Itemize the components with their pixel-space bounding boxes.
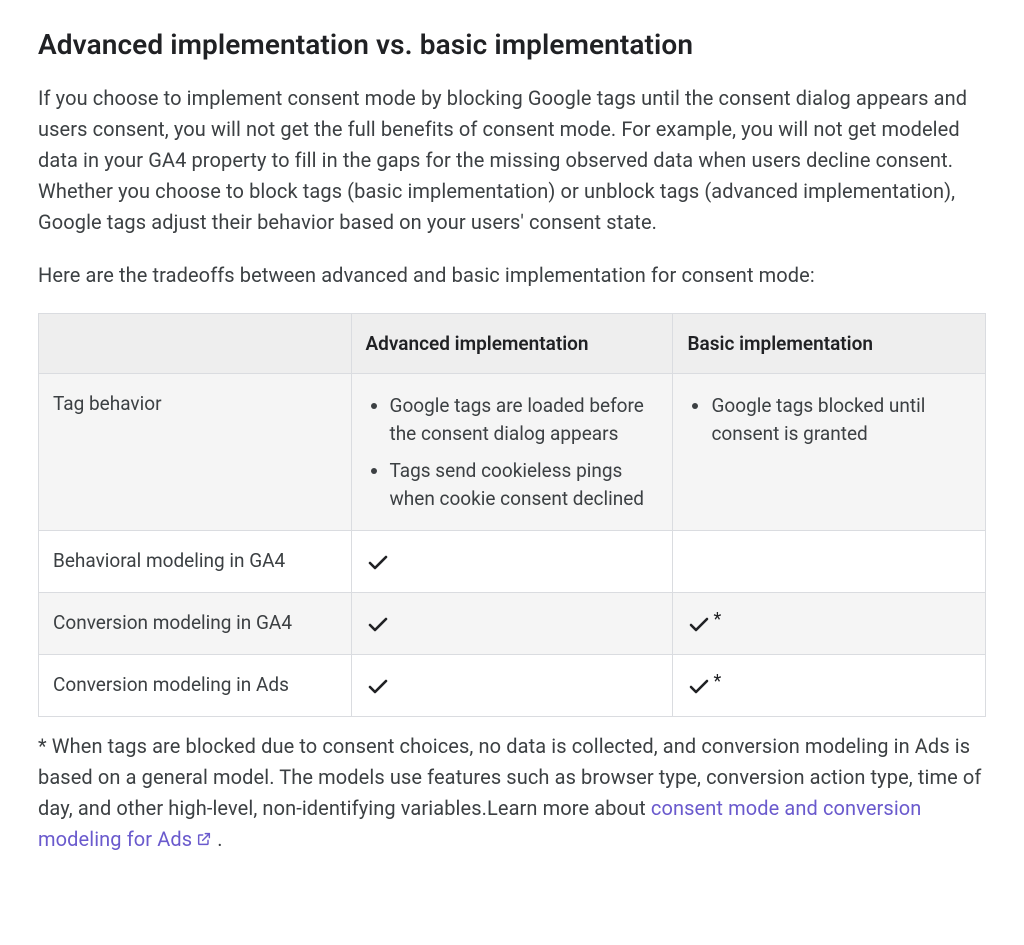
cell-advanced: Google tags are loaded before the consen…	[351, 374, 673, 531]
check-icon	[366, 674, 390, 698]
check-icon	[366, 550, 390, 574]
cell-basic: Google tags blocked until consent is gra…	[673, 374, 986, 531]
cell-advanced	[351, 593, 673, 655]
table-row: Conversion modeling in GA4 *	[39, 593, 986, 655]
asterisk: *	[713, 609, 721, 630]
cell-bullet: Tags send cookieless pings when cookie c…	[390, 457, 659, 512]
footnote: * When tags are blocked due to consent c…	[38, 731, 986, 855]
col-header-blank	[39, 314, 352, 374]
cell-basic: *	[673, 655, 986, 717]
footnote-suffix: .	[212, 827, 222, 851]
cell-bullet: Google tags blocked until consent is gra…	[711, 392, 971, 447]
check-icon	[366, 612, 390, 636]
external-link-icon	[196, 831, 212, 847]
asterisk: *	[713, 671, 721, 692]
row-label: Conversion modeling in Ads	[39, 655, 352, 717]
section-heading: Advanced implementation vs. basic implem…	[38, 28, 986, 61]
row-label: Tag behavior	[39, 374, 352, 531]
comparison-table: Advanced implementation Basic implementa…	[38, 313, 986, 717]
table-row: Tag behavior Google tags are loaded befor…	[39, 374, 986, 531]
document-section: Advanced implementation vs. basic implem…	[0, 0, 1024, 895]
check-icon	[687, 674, 711, 698]
cell-advanced	[351, 655, 673, 717]
row-label: Conversion modeling in GA4	[39, 593, 352, 655]
tradeoffs-intro: Here are the tradeoffs between advanced …	[38, 260, 986, 291]
table-header-row: Advanced implementation Basic implementa…	[39, 314, 986, 374]
cell-basic: *	[673, 593, 986, 655]
cell-bullet: Google tags are loaded before the consen…	[390, 392, 659, 447]
cell-bullet-list: Google tags blocked until consent is gra…	[687, 392, 971, 447]
intro-paragraph: If you choose to implement consent mode …	[38, 83, 986, 238]
check-icon	[687, 612, 711, 636]
table-row: Conversion modeling in Ads *	[39, 655, 986, 717]
table-row: Behavioral modeling in GA4	[39, 531, 986, 593]
cell-bullet-list: Google tags are loaded before the consen…	[366, 392, 659, 512]
col-header-advanced: Advanced implementation	[351, 314, 673, 374]
cell-advanced	[351, 531, 673, 593]
row-label: Behavioral modeling in GA4	[39, 531, 352, 593]
cell-basic	[673, 531, 986, 593]
col-header-basic: Basic implementation	[673, 314, 986, 374]
